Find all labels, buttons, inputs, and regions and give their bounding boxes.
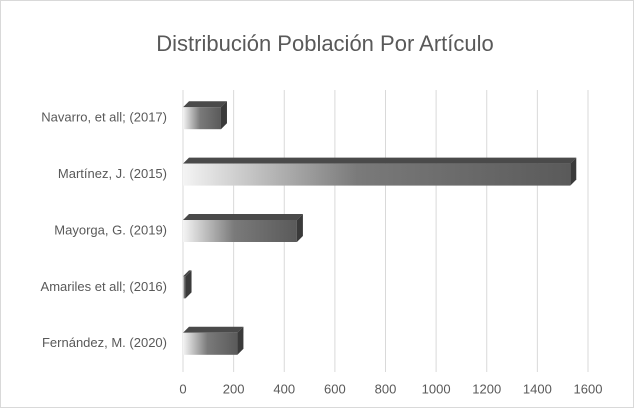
bar-side (237, 326, 244, 355)
x-tick-label: 400 (273, 381, 295, 396)
bar-top (183, 270, 192, 277)
bar-front (183, 332, 238, 355)
bar (183, 157, 577, 186)
x-tick-label: 0 (179, 381, 186, 396)
bar-front (183, 276, 186, 299)
bar-front (183, 220, 297, 242)
bar-side (570, 157, 577, 186)
bar (183, 270, 192, 299)
y-tick-label: Mayorga, G. (2019) (54, 222, 167, 237)
y-tick-label: Martínez, J. (2015) (58, 166, 167, 181)
bar (183, 326, 244, 355)
x-tick-label: 800 (375, 381, 397, 396)
x-tick-label: 600 (324, 381, 346, 396)
y-tick-label: Navarro, et all; (2017) (41, 110, 167, 125)
y-tick-label: Amariles et all; (2016) (41, 279, 167, 294)
bar-top (183, 326, 244, 333)
bar-front (183, 107, 221, 130)
x-tick-label: 200 (223, 381, 245, 396)
bar-side (296, 214, 303, 242)
bar-top (183, 214, 303, 220)
chart-title: Distribución Población Por Artículo (156, 31, 494, 56)
y-tick-label: Fernández, M. (2020) (42, 335, 167, 350)
bar-side (220, 101, 227, 130)
bar-side (185, 270, 192, 299)
bar-top (183, 157, 577, 164)
bar-front (183, 163, 571, 186)
bar (183, 101, 227, 130)
x-tick-label: 1600 (574, 381, 603, 396)
x-tick-label: 1000 (422, 381, 451, 396)
bar (183, 214, 303, 242)
bar-top (183, 101, 227, 108)
x-tick-label: 1200 (472, 381, 501, 396)
x-tick-label: 1400 (523, 381, 552, 396)
